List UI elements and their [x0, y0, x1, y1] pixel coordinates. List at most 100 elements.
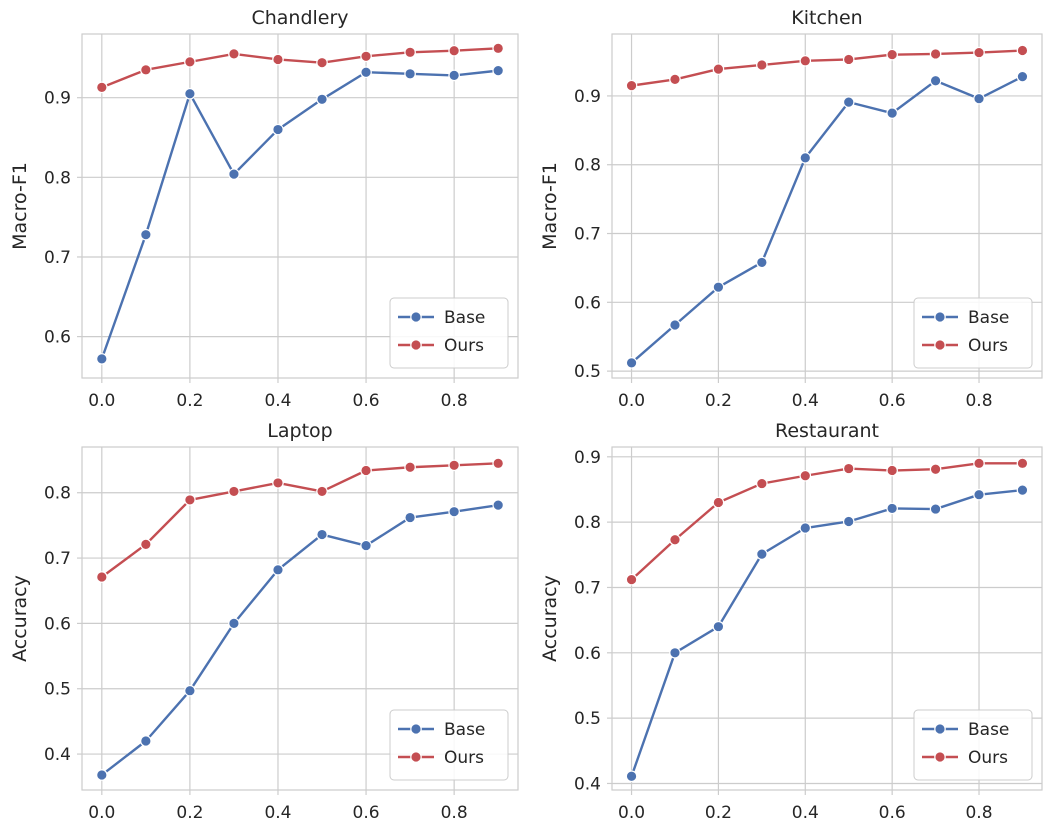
data-point	[842, 462, 855, 475]
legend-item-base: Base	[922, 720, 1009, 740]
series-base	[625, 484, 1029, 783]
x-tick-label: 0.8	[965, 803, 992, 823]
legend-label: Base	[968, 308, 1009, 328]
data-point	[228, 48, 240, 60]
data-point	[929, 463, 942, 476]
data-point	[96, 769, 108, 781]
data-point	[140, 735, 152, 747]
y-tick-label: 0.8	[574, 513, 601, 533]
series-line-base	[100, 69, 499, 360]
data-point	[96, 353, 108, 365]
data-point	[448, 69, 460, 82]
data-point	[712, 620, 725, 633]
y-tick-label: 0.5	[574, 709, 601, 729]
data-point	[799, 522, 812, 534]
chart-title: Restaurant	[775, 420, 879, 442]
data-point	[492, 42, 504, 55]
legend-item-base: Base	[398, 720, 485, 740]
legend-marker	[410, 723, 422, 735]
data-point	[360, 66, 372, 79]
data-point	[799, 152, 812, 164]
chart-panel-kitchen: 0.0 0.2 0.4 0.6 0.8 0.5 0.6 0.7 0.8 0.9 Kitchen Mac…	[539, 7, 1043, 411]
series-line-base	[101, 503, 499, 776]
x-tick-label: 0.8	[441, 803, 468, 823]
x-tick-label: 0.2	[705, 803, 732, 823]
data-point	[886, 107, 898, 119]
data-point	[756, 477, 768, 490]
legend-item-base: Base	[398, 308, 485, 328]
legend-label: Ours	[968, 748, 1008, 768]
x-tick-label: 0.2	[705, 391, 732, 411]
data-point	[669, 73, 681, 86]
legend-label: Base	[968, 720, 1009, 740]
y-tick-label: 0.9	[574, 448, 601, 468]
x-tick-label: 0.6	[353, 391, 380, 411]
data-point	[669, 646, 681, 659]
series-base	[96, 499, 504, 781]
chart-title: Kitchen	[791, 7, 862, 29]
series-ours	[625, 457, 1029, 586]
chart-title: Laptop	[267, 420, 332, 442]
series-line-base	[630, 75, 1023, 364]
plot-frame	[81, 446, 519, 791]
y-tick-label: 0.7	[574, 225, 601, 245]
data-point	[316, 56, 328, 69]
data-point	[842, 515, 855, 528]
chart-panel-restaurant: 0.0 0.2 0.4 0.6 0.8 0.4 0.5 0.6 0.7 0.8 0.9 Restaur…	[539, 420, 1043, 823]
legend-label: Base	[444, 720, 485, 740]
data-point	[1016, 44, 1029, 57]
data-point	[360, 539, 372, 552]
x-tick-label: 0.8	[965, 391, 992, 411]
y-tick-label: 0.8	[44, 484, 71, 504]
data-point	[272, 477, 284, 489]
series-ours	[96, 457, 504, 583]
data-point	[272, 564, 284, 576]
data-point	[973, 92, 985, 105]
data-point	[184, 494, 196, 506]
data-point	[929, 503, 942, 515]
data-point	[404, 511, 416, 524]
data-point	[272, 123, 284, 136]
data-point	[799, 55, 812, 67]
data-point	[448, 505, 460, 518]
data-point	[448, 459, 460, 472]
data-point	[492, 64, 504, 77]
series-line-ours	[630, 462, 1023, 581]
x-tick-label: 0.6	[353, 803, 380, 823]
legend-item-base: Base	[922, 308, 1009, 328]
legend-label: Base	[444, 308, 485, 328]
x-tick-label: 0.0	[88, 803, 115, 823]
data-point	[184, 56, 196, 68]
x-tick-label: 0.2	[176, 803, 203, 823]
data-point	[973, 46, 985, 59]
y-tick-label: 0.9	[574, 87, 601, 107]
data-point	[712, 281, 725, 293]
data-point	[929, 48, 942, 60]
legend: Base Ours	[389, 297, 509, 369]
data-point	[360, 50, 372, 63]
legend-marker	[934, 723, 946, 735]
legend: Base Ours	[389, 709, 509, 781]
data-point	[1016, 457, 1029, 470]
data-point	[712, 496, 725, 509]
legend-item-ours: Ours	[922, 748, 1008, 768]
y-tick-label: 0.7	[44, 549, 71, 569]
legend-marker	[410, 311, 422, 323]
data-point	[669, 533, 681, 546]
y-tick-label: 0.6	[44, 614, 71, 634]
x-tick-label: 0.0	[88, 391, 115, 411]
data-point	[184, 684, 196, 697]
y-tick-label: 0.9	[44, 89, 71, 109]
data-point	[756, 59, 768, 71]
data-point	[756, 548, 768, 560]
data-point	[492, 499, 504, 511]
x-tick-label: 0.0	[618, 391, 645, 411]
data-point	[886, 464, 898, 477]
x-tick-label: 0.6	[879, 803, 906, 823]
x-tick-label: 0.4	[792, 391, 819, 411]
x-tick-label: 0.8	[441, 391, 468, 411]
legend-item-ours: Ours	[398, 336, 484, 356]
y-tick-label: 0.4	[574, 774, 601, 794]
data-point	[625, 573, 638, 586]
data-point	[973, 488, 985, 501]
